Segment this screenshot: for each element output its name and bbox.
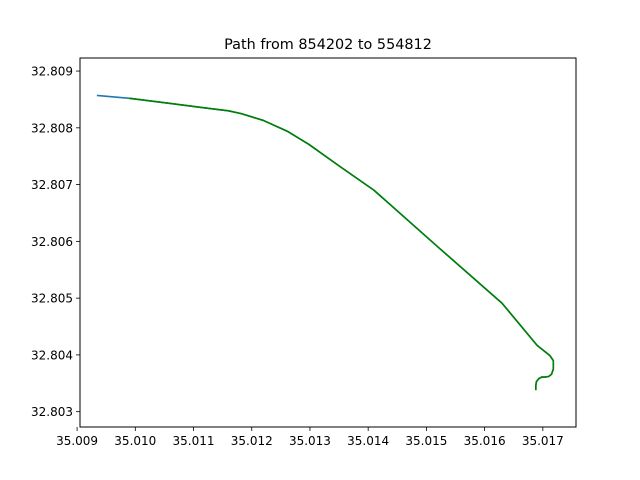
plot-area-frame (79, 57, 577, 428)
x-tick-label: 35.011 (173, 434, 215, 448)
y-tick-label: 32.808 (31, 121, 73, 135)
x-tick-label: 35.010 (114, 434, 156, 448)
y-tick-label: 32.804 (31, 348, 73, 362)
x-tick-label: 35.017 (522, 434, 564, 448)
y-axis-ticks: 32.803 32.804 32.805 32.806 32.807 32.808 32.8… (31, 65, 80, 419)
y-tick-label: 32.809 (31, 65, 73, 79)
y-tick-label: 32.805 (31, 292, 73, 306)
plot-lines (96, 94, 555, 391)
x-tick-label: 35.016 (464, 434, 506, 448)
chart-title: Path from 854202 to 554812 (224, 37, 432, 53)
series-line-2 (129, 97, 555, 391)
x-tick-label: 35.013 (289, 434, 331, 448)
y-tick-label: 32.807 (31, 178, 73, 192)
x-tick-label: 35.015 (405, 434, 447, 448)
y-tick-label: 32.803 (31, 405, 73, 419)
x-tick-label: 35.009 (56, 434, 98, 448)
x-tick-label: 35.012 (231, 434, 273, 448)
x-axis-ticks: 35.009 35.010 35.011 35.012 35.013 35.014 35.0… (56, 427, 564, 448)
x-tick-label: 35.014 (347, 434, 389, 448)
y-tick-label: 32.806 (31, 235, 73, 249)
